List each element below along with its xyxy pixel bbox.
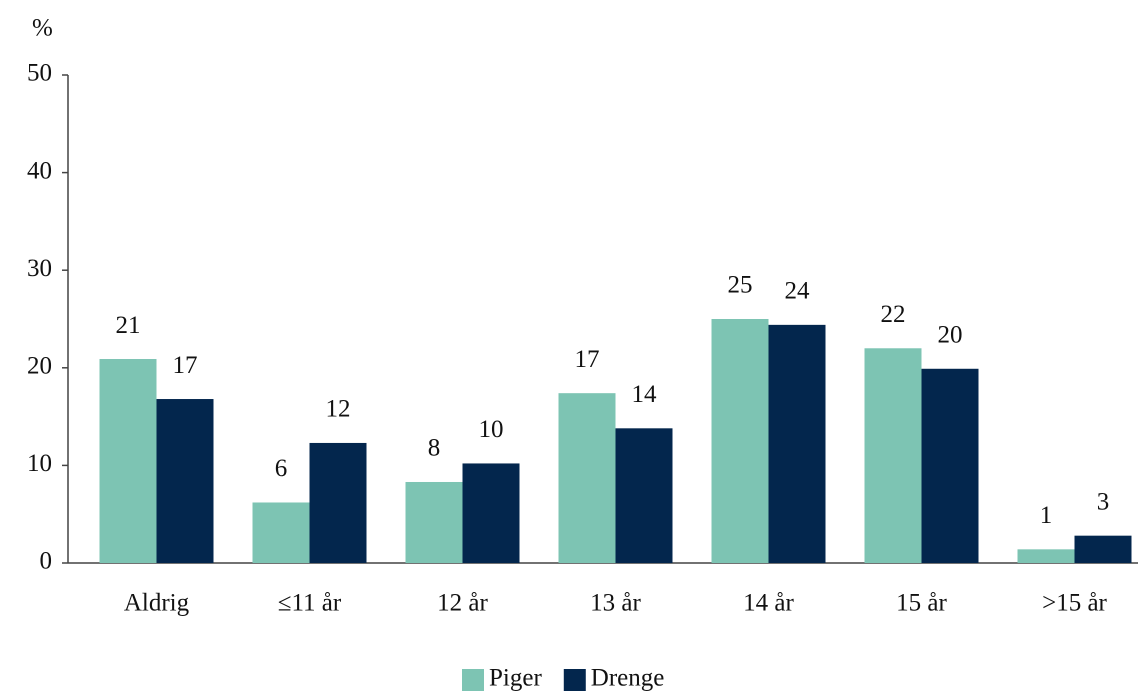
bar <box>1074 535 1132 563</box>
x-tick-label: 14 år <box>743 590 794 617</box>
value-label: 3 <box>1097 488 1110 515</box>
y-tick-label: 10 <box>27 450 52 477</box>
x-tick-label: ≤11 år <box>278 590 342 617</box>
value-label: 24 <box>785 278 811 305</box>
bar <box>156 399 214 563</box>
bar <box>252 502 310 563</box>
value-label: 25 <box>728 272 753 299</box>
bar <box>405 481 463 563</box>
value-label: 10 <box>479 416 504 443</box>
value-label: 21 <box>116 312 141 339</box>
value-label: 14 <box>632 381 658 408</box>
bar <box>615 428 673 563</box>
bar <box>711 319 769 563</box>
legend-swatch <box>563 669 586 691</box>
x-tick-label: 12 år <box>437 590 488 617</box>
x-tick-label: Aldrig <box>124 590 190 617</box>
y-tick-label: 20 <box>27 353 52 380</box>
legend-swatch <box>462 669 484 691</box>
y-tick-label: 30 <box>27 255 52 282</box>
y-tick-label: 0 <box>40 548 53 575</box>
value-label: 6 <box>275 455 288 482</box>
bar <box>921 368 979 563</box>
value-label: 17 <box>575 346 600 373</box>
value-label: 8 <box>428 435 441 462</box>
bar <box>768 324 826 563</box>
bar <box>558 393 616 563</box>
legend-label: Drenge <box>591 665 665 692</box>
x-tick-label: 15 år <box>896 590 947 617</box>
bar <box>462 463 520 563</box>
legend-label: Piger <box>489 665 542 692</box>
bar <box>309 442 367 563</box>
y-axis-label: % <box>32 15 53 42</box>
value-label: 12 <box>326 396 351 423</box>
y-tick-label: 40 <box>27 157 52 184</box>
x-tick-label: >15 år <box>1042 590 1107 617</box>
value-label: 17 <box>173 352 198 379</box>
value-label: 22 <box>881 301 906 328</box>
y-tick-label: 50 <box>27 60 52 87</box>
bar <box>1017 549 1075 563</box>
value-label: 1 <box>1040 502 1053 529</box>
value-label: 20 <box>938 322 963 349</box>
bar <box>99 359 157 563</box>
x-tick-label: 13 år <box>590 590 641 617</box>
bar <box>864 348 922 563</box>
